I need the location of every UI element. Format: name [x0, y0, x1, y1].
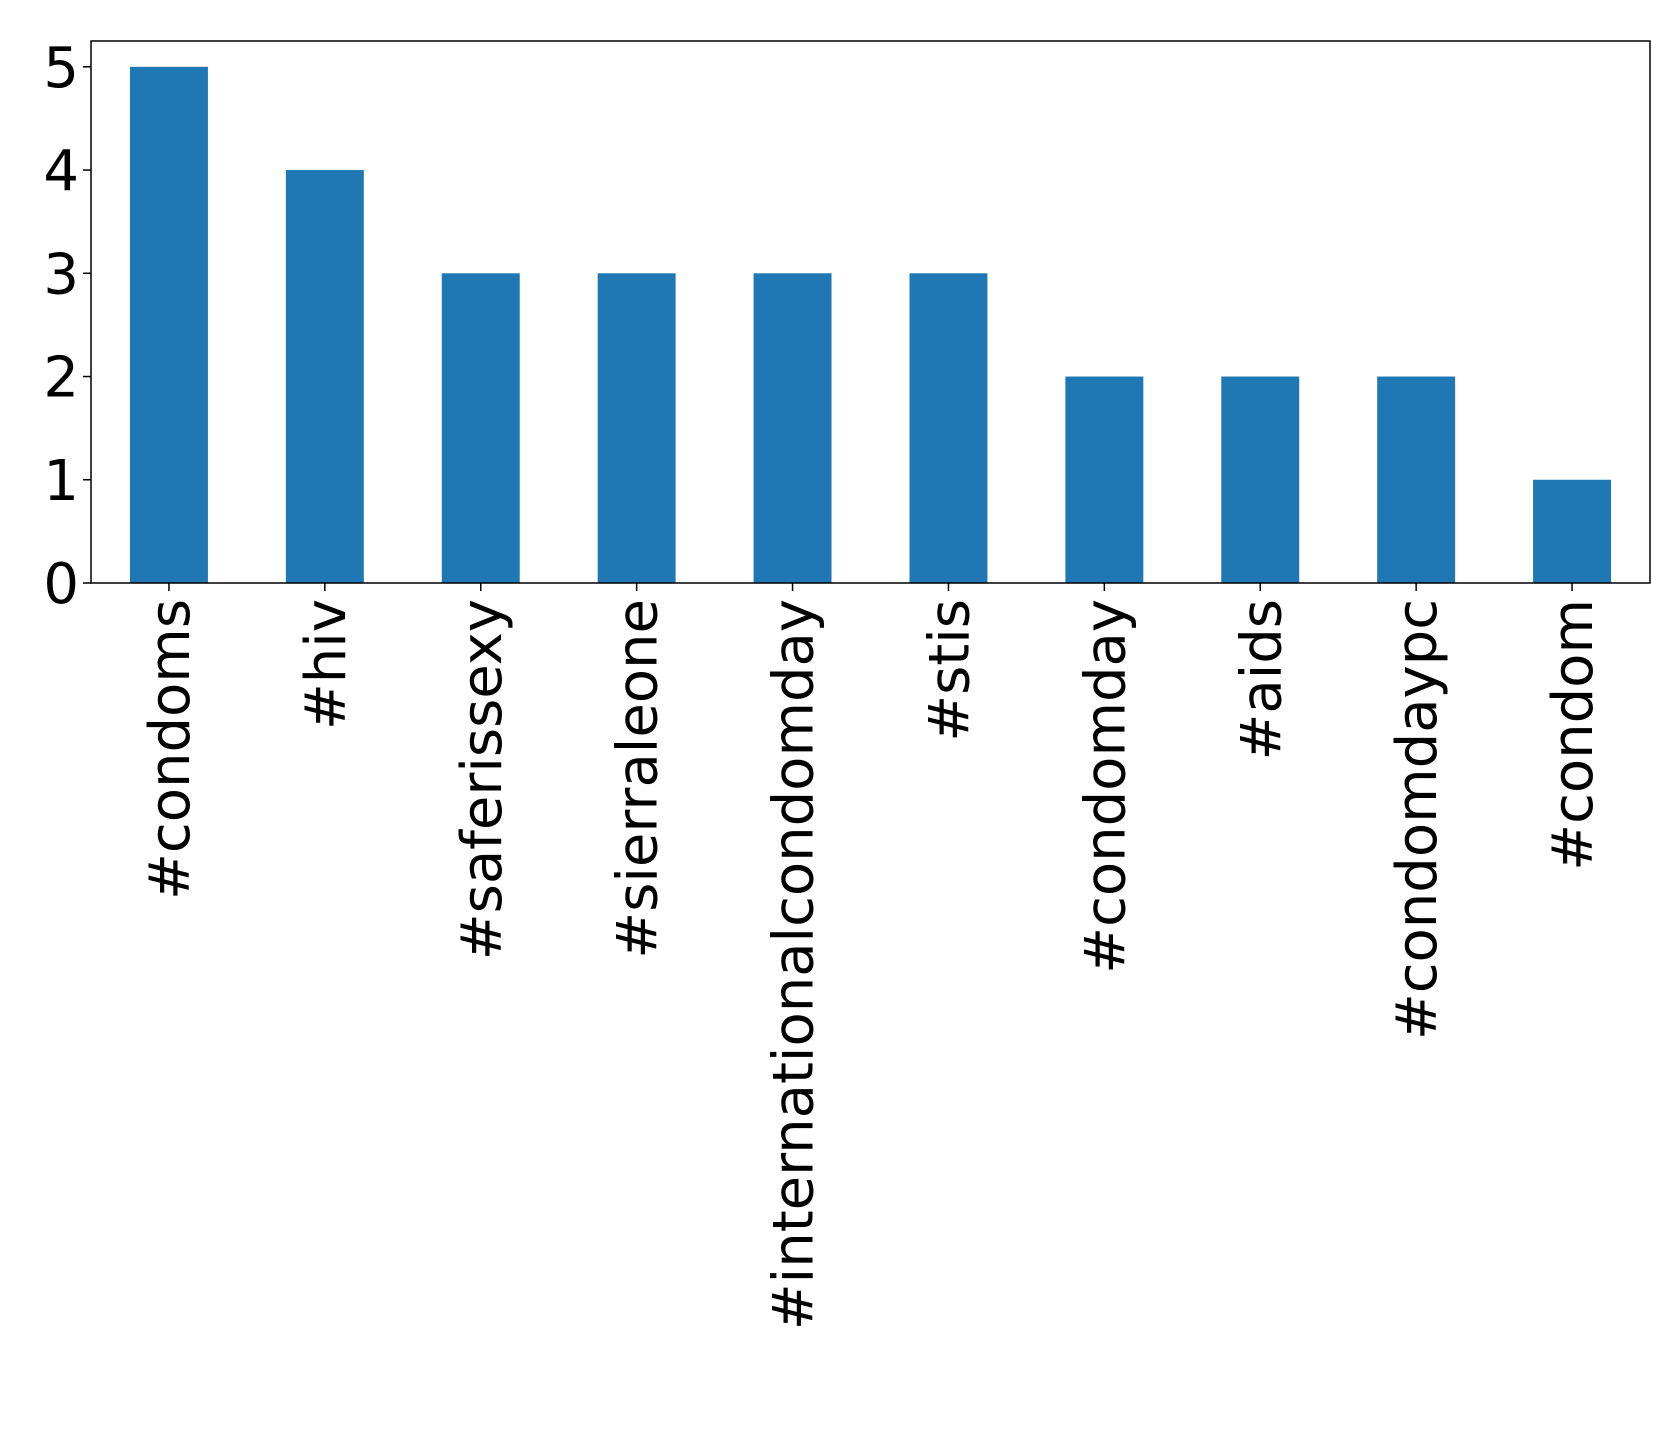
- y-tick-label: 5: [43, 36, 79, 101]
- bar-condomdaypc: [1377, 376, 1456, 583]
- bar-aids: [1221, 376, 1300, 583]
- bars-group: [129, 66, 1612, 584]
- x-tick-label: #aids: [1229, 599, 1294, 761]
- y-axis: 0 1 2 3 4 5: [43, 36, 91, 617]
- x-tick-label: #stis: [917, 599, 982, 742]
- y-tick-label: 1: [43, 449, 79, 514]
- plot-frame: [90, 40, 1651, 584]
- x-tick-label: #sierraleone: [606, 599, 671, 959]
- y-tick-label: 4: [43, 139, 79, 204]
- bar-condomday: [1065, 376, 1144, 583]
- bar-condoms: [129, 66, 208, 584]
- x-tick-label: #condomdaypc: [1385, 599, 1450, 1040]
- bar-hiv: [285, 170, 364, 584]
- y-tick-label: 3: [43, 242, 79, 307]
- bar-condom: [1533, 479, 1612, 583]
- x-tick-label: #hiv: [294, 599, 359, 730]
- y-tick-label: 2: [43, 346, 79, 411]
- bar-sierraleone: [597, 273, 676, 583]
- x-tick-label: #saferissexy: [450, 599, 515, 960]
- y-tick-label: 0: [43, 552, 79, 617]
- x-axis: #condoms #hiv #saferissexy #sierraleone #int…: [138, 583, 1606, 1330]
- bar-saferissexy: [441, 273, 520, 583]
- x-tick-label: #condom: [1541, 599, 1606, 871]
- bar-internationalcondomday: [753, 273, 832, 583]
- bar-stis: [909, 273, 988, 583]
- x-tick-label: #condomday: [1073, 599, 1138, 974]
- x-tick-label: #internationalcondomday: [762, 599, 827, 1330]
- x-tick-label: #condoms: [138, 599, 203, 900]
